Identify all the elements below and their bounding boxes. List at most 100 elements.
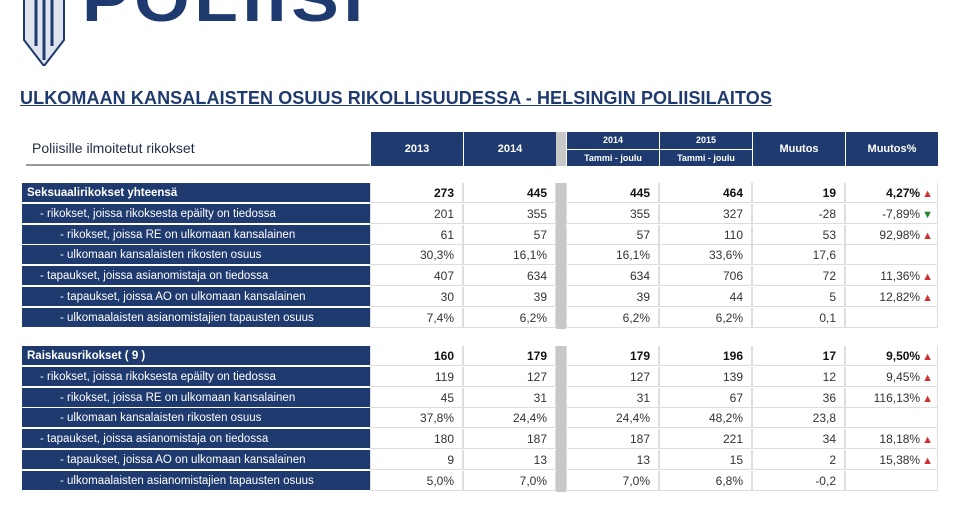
- value-text: 39: [533, 290, 547, 304]
- cell-value: -0,2: [752, 470, 845, 491]
- value-text: 9: [447, 453, 454, 467]
- table-row: - rikokset, joissa rikoksesta epäilty on…: [22, 203, 938, 224]
- cell-value: 9,50% ▲: [845, 346, 938, 366]
- cell-value: -7,89% ▼: [845, 203, 938, 224]
- cell-value: 12: [752, 366, 845, 387]
- cell-value: 6,2%: [463, 307, 556, 328]
- cell-value: 45: [370, 387, 463, 408]
- cell-value: 127: [566, 366, 659, 387]
- value-text: 13: [636, 453, 650, 467]
- value-text: 24,4%: [512, 411, 547, 426]
- value-text: 53: [822, 227, 836, 242]
- value-text: -0,2: [815, 473, 836, 488]
- value-text: 6,8%: [715, 473, 743, 488]
- value-text: 15,38%: [879, 453, 921, 467]
- row-label: - rikokset, joissa RE on ulkomaan kansal…: [22, 224, 370, 245]
- cell-value: [845, 307, 938, 328]
- trend-down-icon: ▼: [922, 208, 933, 221]
- trend-up-icon: ▲: [922, 392, 933, 405]
- cell-value: [845, 470, 938, 491]
- value-text: 6,2%: [715, 310, 743, 325]
- cell-value: 16,1%: [463, 245, 556, 266]
- table-header-label: Poliisille ilmoitetut rikokset: [26, 132, 370, 166]
- cell-value: 4,27% ▲: [845, 183, 938, 203]
- cell-value: 634: [463, 266, 556, 287]
- cell-value: 16,1%: [566, 245, 659, 266]
- value-text: 36: [822, 390, 836, 405]
- cell-value: 57: [566, 224, 659, 245]
- col-year: 2015: [695, 135, 717, 146]
- value-text: 2: [829, 453, 836, 467]
- cell-value: 201: [370, 203, 463, 224]
- cell-value: 6,2%: [566, 307, 659, 328]
- cell-value: 160: [370, 346, 463, 366]
- value-text: 407: [433, 269, 454, 284]
- col-header-muutos-pct: Muutos%: [845, 132, 938, 166]
- table-row: - ulkomaalaisten asianomistajien tapaust…: [22, 470, 938, 491]
- value-text: 9,45%: [886, 369, 921, 384]
- table-row: - rikokset, joissa RE on ulkomaan kansal…: [22, 224, 938, 245]
- cell-value: 634: [566, 266, 659, 287]
- value-text: 7,4%: [426, 310, 454, 325]
- row-label: - ulkomaalaisten asianomistajien tapaust…: [22, 470, 370, 491]
- value-text: 201: [433, 206, 454, 221]
- cell-value: 355: [566, 203, 659, 224]
- value-text: 634: [629, 269, 650, 284]
- value-text: 119: [434, 369, 454, 384]
- col-sub: Tammi - joulu: [660, 148, 752, 167]
- table-row: - tapaukset, joissa asianomistaja on tie…: [22, 429, 938, 450]
- cell-value: 18,18% ▲: [845, 429, 938, 450]
- cell-value: 13: [463, 450, 556, 470]
- value-text: 33,6%: [708, 248, 743, 263]
- value-text: 31: [533, 390, 547, 405]
- value-text: 16,1%: [512, 248, 547, 263]
- cell-value: 30: [370, 287, 463, 307]
- cell-value: 33,6%: [659, 245, 752, 266]
- value-text: 180: [433, 432, 454, 447]
- cell-value: 5,0%: [370, 470, 463, 491]
- value-text: 30: [440, 290, 454, 304]
- row-label: - ulkomaan kansalaisten rikosten osuus: [22, 408, 370, 429]
- cell-value: 179: [463, 346, 556, 366]
- trend-up-icon: ▲: [922, 188, 933, 200]
- row-label: - ulkomaalaisten asianomistajien tapaust…: [22, 307, 370, 328]
- trend-up-icon: ▲: [922, 434, 933, 447]
- cell-value: 7,0%: [463, 470, 556, 491]
- cell-value: 67: [659, 387, 752, 408]
- row-label: - tapaukset, joissa AO on ulkomaan kansa…: [22, 287, 370, 307]
- row-label: - rikokset, joissa RE on ulkomaan kansal…: [22, 387, 370, 408]
- cell-value: 15: [659, 450, 752, 470]
- value-text: 7,0%: [519, 473, 547, 488]
- row-label: - ulkomaan kansalaisten rikosten osuus: [22, 245, 370, 266]
- cell-value: 0,1: [752, 307, 845, 328]
- row-label: Seksuaalirikokset yhteensä: [22, 183, 370, 203]
- cell-value: 179: [566, 346, 659, 366]
- cell-value: 31: [463, 387, 556, 408]
- column-gap: [556, 183, 566, 329]
- cell-value: 187: [463, 429, 556, 450]
- cell-value: -28: [752, 203, 845, 224]
- value-text: 179: [526, 349, 547, 363]
- value-text: 7,0%: [622, 473, 650, 488]
- value-text: 24,4%: [615, 411, 650, 426]
- value-text: 9,50%: [886, 349, 921, 363]
- value-text: 110: [723, 227, 743, 242]
- value-text: 127: [526, 369, 547, 384]
- cell-value: 464: [659, 183, 752, 203]
- value-text: 187: [629, 432, 650, 447]
- value-text: 48,2%: [708, 411, 743, 426]
- value-text: 196: [722, 349, 743, 363]
- value-text: 23,8: [812, 411, 836, 426]
- cell-value: 37,8%: [370, 408, 463, 429]
- value-text: 127: [629, 369, 650, 384]
- cell-value: 407: [370, 266, 463, 287]
- value-text: 221: [722, 432, 743, 447]
- row-label: - tapaukset, joissa AO on ulkomaan kansa…: [22, 450, 370, 470]
- section-total-row: Raiskausrikokset ( 9 ) 160 179 179 196 17 9,50…: [22, 346, 938, 366]
- value-text: 355: [526, 206, 547, 221]
- cell-value: 57: [463, 224, 556, 245]
- value-text: 18,18%: [879, 432, 921, 447]
- value-text: 5,0%: [426, 473, 454, 488]
- cell-value: 31: [566, 387, 659, 408]
- row-label: Raiskausrikokset ( 9 ): [22, 346, 370, 366]
